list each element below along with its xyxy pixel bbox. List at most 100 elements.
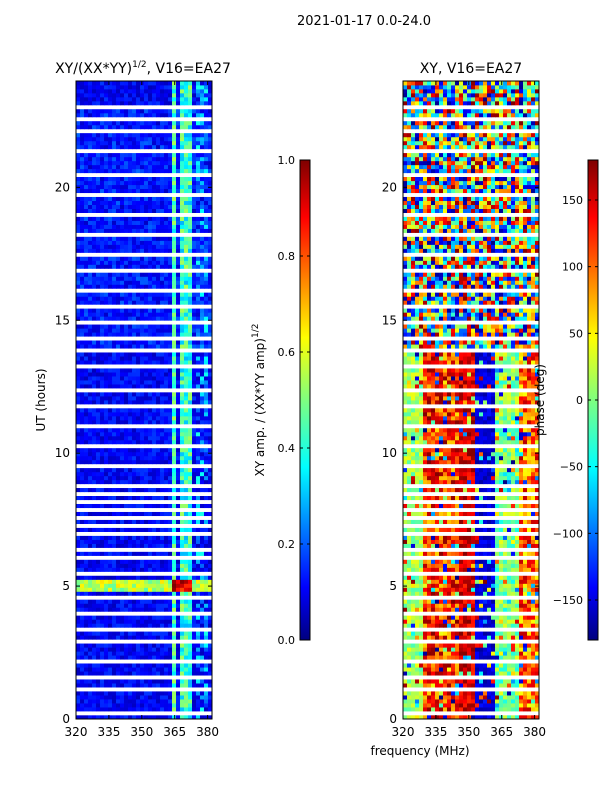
heatmap-cell [204,471,209,477]
heatmap-cell [507,631,512,636]
heatmap-cell [172,144,177,150]
heatmap-cell [88,160,93,166]
heatmap-cell [128,603,133,608]
heatmap-cell [144,296,149,301]
heatmap-cell [84,264,89,269]
heatmap-cell [124,284,129,289]
heatmap-cell [515,607,520,612]
heatmap-cell [144,236,149,241]
heatmap-cell [88,623,93,628]
heatmap-cell [463,615,468,620]
heatmap-cell [152,635,157,640]
heatmap-cell [120,376,125,381]
heatmap-cell [204,164,209,170]
heatmap-cell [88,519,93,525]
heatmap-cell [172,168,177,174]
heatmap-cell [148,431,153,437]
heatmap-cell [156,180,161,186]
heatmap-cell [196,184,201,190]
heatmap-cell [136,240,141,245]
heatmap-cell [116,124,121,130]
heatmap-cell [479,663,484,668]
heatmap-cell [120,312,125,317]
heatmap-cell [455,679,460,684]
heatmap-cell [188,663,193,668]
heatmap-cell [188,451,193,457]
heatmap-cell [116,328,121,333]
heatmap-cell [160,575,165,580]
heatmap-cell [188,503,193,509]
heatmap-cell [168,459,173,465]
heatmap-cell [108,487,113,493]
heatmap-cell [120,248,125,253]
heatmap-cell [208,703,212,708]
heatmap-cell [160,236,165,241]
heatmap-cell [112,264,117,269]
heatmap-cell [455,623,460,628]
heatmap-cell [80,120,85,126]
heatmap-cell [100,144,105,150]
heatmap-cell [168,487,173,493]
heatmap-cell [164,487,169,493]
heatmap-cell [200,427,205,433]
heatmap-cell [100,240,105,245]
heatmap-cell [124,296,129,301]
heatmap-cell [116,559,121,564]
heatmap-cell [84,324,89,329]
heatmap-cell [136,160,141,166]
heatmap-cell [104,603,109,608]
heatmap-cell [519,667,524,672]
heatmap-cell [471,691,476,696]
heatmap-cell [80,392,85,397]
heatmap-cell [168,431,173,437]
heatmap-cell [156,699,161,704]
heatmap-cell [188,427,193,433]
heatmap-cell [160,176,165,182]
heatmap-cell [124,368,129,373]
heatmap-cell [104,276,109,281]
heatmap-cell [200,487,205,493]
heatmap-cell [204,300,209,305]
heatmap-cell [192,643,197,648]
heatmap-cell [92,615,97,620]
heatmap-cell [196,511,201,517]
heatmap-cell [160,567,165,572]
heatmap-cell [156,88,161,94]
heatmap-cell [411,599,416,604]
heatmap-cell [172,615,177,620]
heatmap-cell [475,683,480,688]
heatmap-cell [419,671,424,676]
heatmap-cell [439,607,444,612]
heatmap-cell [519,619,524,624]
heatmap-cell [128,667,133,672]
heatmap-cell [200,124,205,130]
heatmap-cell [128,84,133,90]
heatmap-cell [164,272,169,277]
heatmap-cell [108,643,113,648]
heatmap-cell [76,136,81,142]
heatmap-cell [120,204,125,209]
heatmap-cell [180,120,185,126]
heatmap-cell [184,451,189,457]
heatmap-cell [467,679,472,684]
heatmap-cell [112,503,117,509]
heatmap-cell [112,543,117,548]
heatmap-cell [116,156,121,162]
heatmap-cell [200,415,205,421]
heatmap-cell [128,631,133,636]
heatmap-cell [96,607,101,612]
heatmap-cell [527,607,532,612]
heatmap-cell [132,407,137,413]
heatmap-cell [124,695,129,700]
heatmap-cell [148,384,153,389]
heatmap-cell [76,280,81,285]
heatmap-cell [108,583,113,588]
heatmap-cell [140,599,145,604]
heatmap-cell [76,651,81,656]
heatmap-cell [515,671,520,676]
heatmap-cell [128,683,133,688]
heatmap-cell [132,435,137,441]
heatmap-cell [507,691,512,696]
heatmap-cell [180,479,185,485]
heatmap-cell [403,635,408,640]
